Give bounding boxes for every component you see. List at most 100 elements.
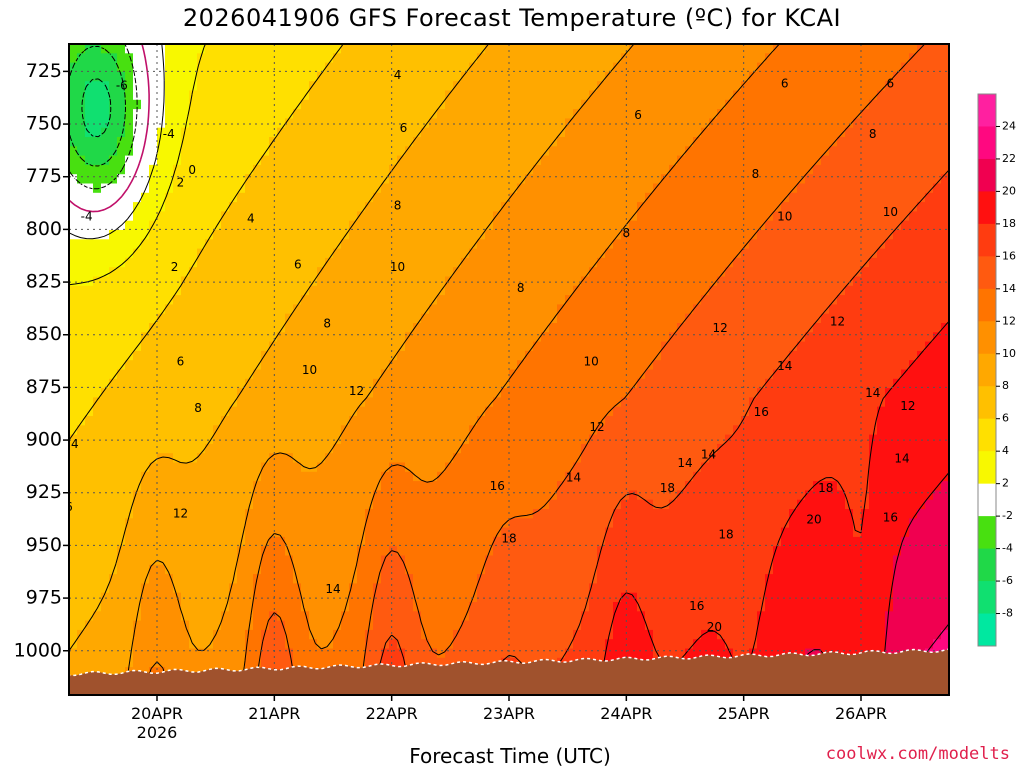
field-cell	[133, 44, 142, 54]
field-cell	[517, 192, 526, 203]
field-cell	[357, 248, 366, 259]
field-cell	[117, 574, 126, 584]
field-cell	[413, 267, 422, 278]
field-cell	[509, 109, 518, 119]
field-cell	[133, 230, 142, 240]
field-cell	[477, 416, 486, 426]
field-cell	[573, 127, 582, 138]
field-cell	[301, 481, 310, 491]
field-cell	[493, 341, 502, 352]
field-cell	[253, 434, 262, 445]
field-cell	[397, 536, 406, 547]
field-cell	[549, 443, 558, 454]
field-cell	[517, 416, 526, 426]
field-cell	[365, 555, 374, 566]
field-cell	[197, 99, 206, 110]
field-cell	[181, 267, 190, 278]
field-cell	[437, 509, 446, 519]
field-cell	[629, 536, 638, 547]
field-cell	[517, 127, 526, 138]
field-cell	[557, 276, 566, 287]
field-cell	[141, 462, 150, 473]
field-cell	[621, 546, 630, 557]
field-cell	[309, 369, 318, 380]
field-cell	[77, 109, 86, 119]
field-cell	[325, 295, 334, 305]
field-cell	[93, 276, 102, 287]
field-cell	[389, 490, 398, 501]
field-cell	[405, 164, 414, 175]
field-cell	[381, 230, 390, 240]
field-cell	[597, 546, 606, 557]
field-cell	[285, 220, 294, 231]
field-cell	[589, 583, 598, 594]
field-cell	[381, 378, 390, 389]
field-cell	[309, 295, 318, 305]
field-cell	[429, 611, 438, 622]
field-cell	[69, 211, 78, 222]
field-cell	[149, 90, 158, 101]
field-cell	[605, 350, 614, 361]
field-cell	[133, 369, 142, 380]
field-cell	[197, 304, 206, 315]
field-cell	[565, 471, 574, 482]
field-cell	[389, 602, 398, 612]
field-cell	[165, 323, 174, 333]
field-cell	[597, 192, 606, 203]
field-cell	[373, 360, 382, 371]
field-cell	[501, 397, 510, 408]
field-cell	[277, 629, 286, 640]
field-cell	[541, 332, 550, 343]
field-cell	[629, 453, 638, 464]
field-cell	[621, 127, 630, 138]
field-cell	[365, 239, 374, 250]
field-cell	[293, 155, 302, 166]
field-cell	[517, 202, 526, 212]
field-cell	[453, 592, 462, 603]
field-cell	[573, 313, 582, 324]
field-cell	[629, 518, 638, 529]
field-cell	[277, 453, 286, 464]
field-cell	[453, 81, 462, 92]
field-cell	[317, 602, 326, 612]
field-cell	[261, 350, 270, 361]
field-cell	[365, 453, 374, 464]
field-cell	[485, 350, 494, 361]
field-cell	[501, 109, 510, 119]
field-cell	[229, 118, 238, 129]
field-cell	[253, 304, 262, 315]
field-cell	[157, 629, 166, 640]
field-cell	[157, 620, 166, 631]
field-cell	[621, 416, 630, 426]
field-cell	[509, 174, 518, 185]
field-cell	[605, 527, 614, 538]
field-cell	[285, 211, 294, 222]
field-cell	[405, 137, 414, 147]
field-cell	[573, 527, 582, 538]
field-cell	[549, 323, 558, 333]
field-cell	[237, 425, 246, 436]
field-cell	[221, 239, 230, 250]
field-cell	[421, 490, 430, 501]
field-cell	[117, 211, 126, 222]
field-cell	[325, 611, 334, 622]
field-cell	[501, 471, 510, 482]
field-cell	[333, 416, 342, 426]
field-cell	[221, 481, 230, 491]
field-cell	[165, 239, 174, 250]
field-cell	[85, 44, 94, 54]
field-cell	[437, 602, 446, 612]
field-cell	[453, 332, 462, 343]
field-cell	[461, 99, 470, 110]
field-cell	[181, 657, 190, 668]
field-cell	[357, 564, 366, 575]
field-cell	[357, 183, 366, 194]
field-cell	[461, 350, 470, 361]
field-cell	[365, 425, 374, 436]
field-cell	[269, 378, 278, 389]
field-cell	[621, 620, 630, 631]
field-cell	[189, 137, 198, 147]
field-cell	[333, 536, 342, 547]
field-cell	[453, 611, 462, 622]
field-cell	[469, 462, 478, 473]
